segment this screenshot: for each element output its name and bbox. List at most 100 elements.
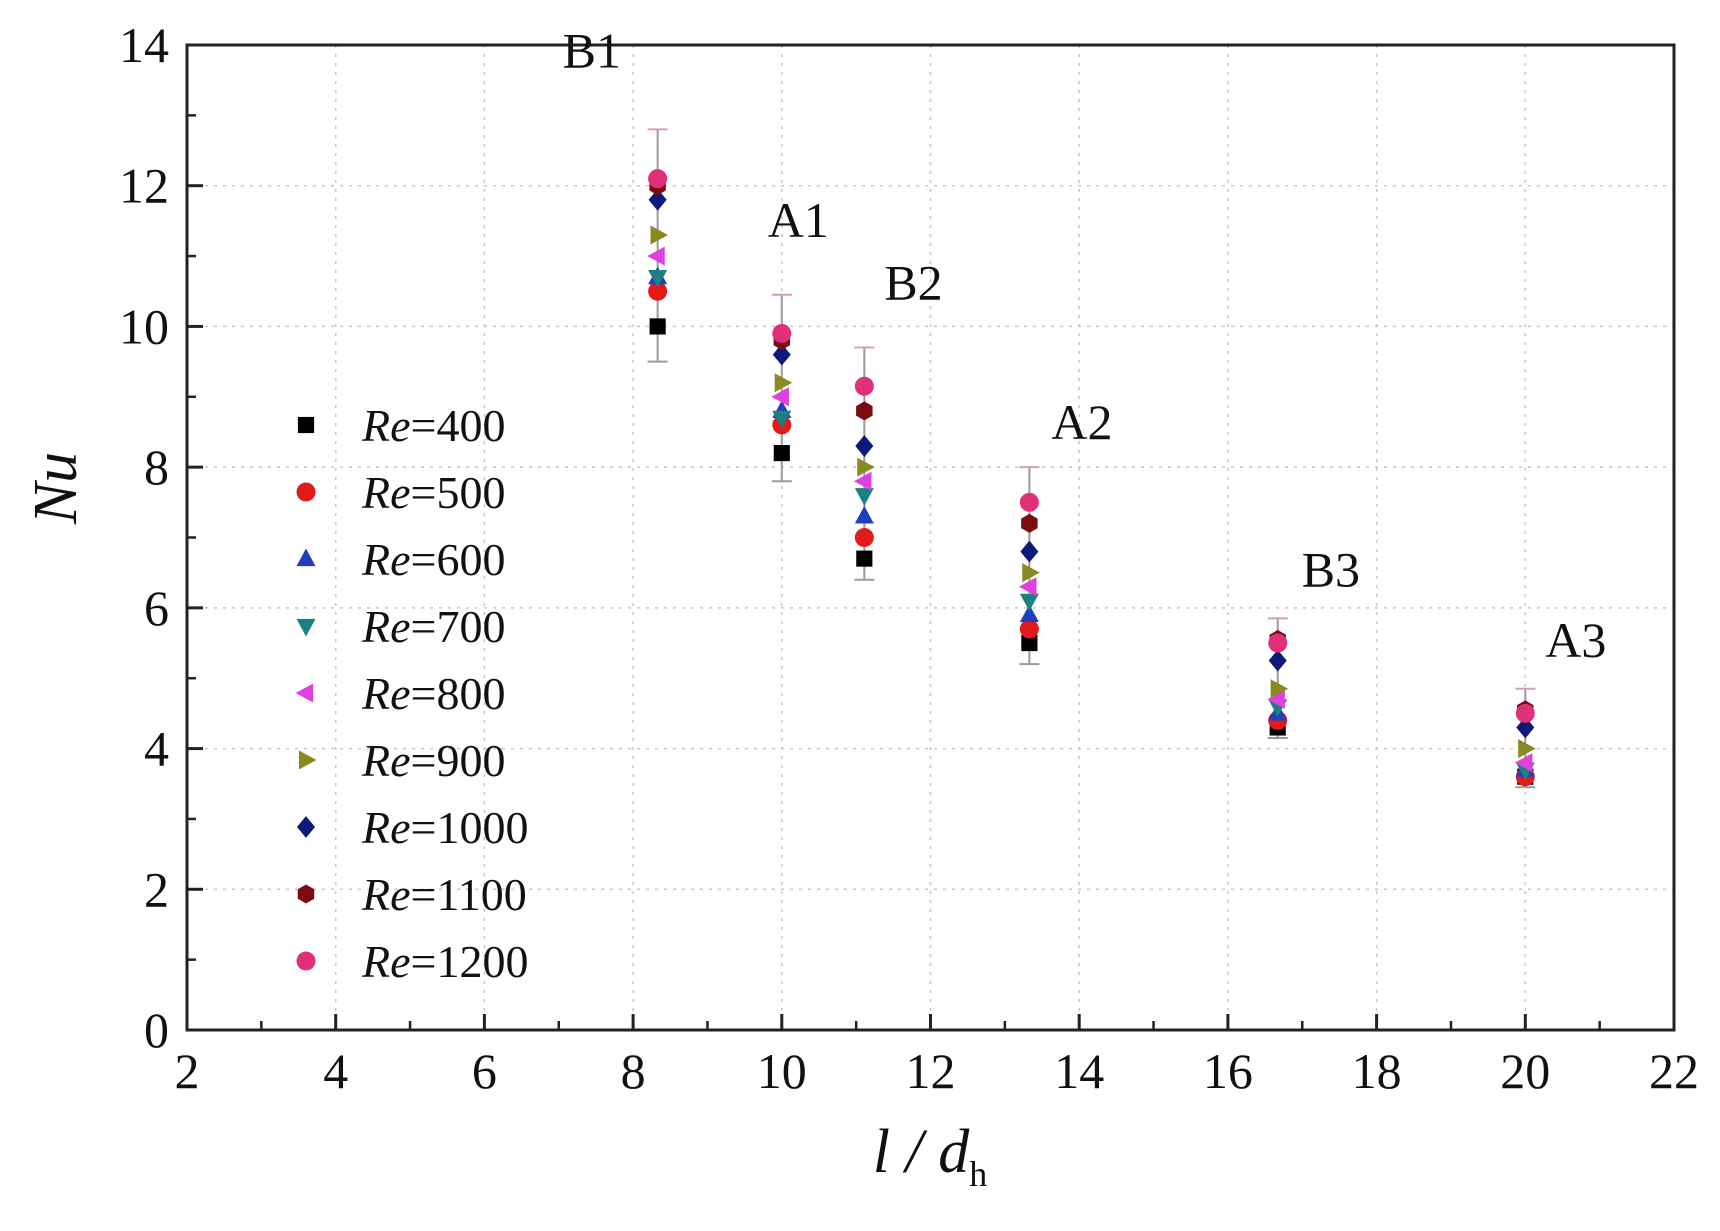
data-point bbox=[1514, 753, 1533, 773]
data-point bbox=[773, 444, 790, 462]
y-tick-label: 8 bbox=[144, 439, 169, 495]
data-point bbox=[772, 343, 791, 366]
data-point bbox=[1022, 563, 1040, 583]
y-tick-label: 14 bbox=[119, 17, 169, 73]
x-tick-label: 18 bbox=[1352, 1043, 1402, 1099]
legend-label: Re=700 bbox=[361, 601, 505, 652]
legend: Re=400Re=500Re=600Re=700Re=800Re=900Re=1… bbox=[295, 400, 528, 987]
annotations: B1 A1 B2 A2 B3 A3 bbox=[563, 22, 1607, 667]
legend-item: Re=1100 bbox=[297, 869, 527, 920]
data-point bbox=[1267, 689, 1285, 709]
x-tick-label: 20 bbox=[1500, 1043, 1550, 1099]
grid bbox=[187, 45, 1674, 1030]
data-point bbox=[648, 169, 668, 189]
data-point bbox=[1019, 619, 1039, 639]
y-tick-label: 6 bbox=[144, 580, 169, 636]
x-tick-label: 22 bbox=[1649, 1043, 1699, 1099]
legend-item: Re=400 bbox=[297, 400, 505, 451]
data-point bbox=[772, 323, 792, 343]
data-point bbox=[649, 318, 666, 335]
legend-marker bbox=[297, 416, 315, 434]
legend-label: Re=400 bbox=[361, 400, 505, 451]
data-point bbox=[1268, 633, 1288, 653]
legend-label-prefix: Re bbox=[361, 601, 411, 652]
data-point bbox=[1515, 703, 1535, 723]
legend-label-prefix: Re bbox=[361, 534, 411, 585]
legend-marker bbox=[296, 816, 316, 838]
point-annotation: A2 bbox=[1051, 394, 1112, 450]
x-tick-label: 2 bbox=[175, 1043, 200, 1099]
data-point bbox=[648, 281, 668, 301]
legend-item: Re=500 bbox=[296, 467, 505, 518]
data-point bbox=[1518, 739, 1536, 759]
legend-item: Re=700 bbox=[296, 601, 505, 652]
data-point bbox=[856, 401, 873, 421]
legend-label: Re=1000 bbox=[361, 802, 528, 853]
x-tick-label: 8 bbox=[621, 1043, 646, 1099]
legend-label-prefix: Re bbox=[361, 869, 411, 920]
data-point bbox=[1019, 604, 1039, 623]
legend-marker bbox=[295, 683, 314, 703]
data-point bbox=[774, 373, 793, 393]
legend-marker bbox=[296, 618, 316, 637]
x-tick-label: 10 bbox=[757, 1043, 807, 1099]
data-point bbox=[857, 457, 875, 477]
data-point bbox=[1270, 679, 1289, 699]
data-point bbox=[854, 528, 874, 547]
legend-marker bbox=[296, 951, 316, 971]
legend-label-value: =900 bbox=[411, 735, 506, 786]
legend-label-prefix: Re bbox=[361, 802, 411, 853]
data-point bbox=[650, 225, 669, 245]
legend-label-value: =700 bbox=[411, 601, 506, 652]
data-point bbox=[771, 387, 789, 407]
legend-label: Re=500 bbox=[361, 467, 505, 518]
legend-label-value: =500 bbox=[411, 467, 506, 518]
x-axis-label-sub: h bbox=[969, 1154, 987, 1194]
legend-item: Re=800 bbox=[295, 668, 505, 719]
x-axis-label: l / dh bbox=[873, 1118, 987, 1194]
point-annotation: B1 bbox=[563, 22, 621, 78]
data-point bbox=[1020, 540, 1039, 563]
data-point bbox=[1516, 716, 1535, 739]
x-tick-label: 12 bbox=[906, 1043, 956, 1099]
data-point bbox=[648, 270, 668, 288]
data-point bbox=[772, 410, 792, 429]
legend-label-value: =800 bbox=[411, 668, 506, 719]
legend-item: Re=1000 bbox=[296, 802, 528, 853]
data-point bbox=[1021, 634, 1038, 652]
legend-label: Re=900 bbox=[361, 735, 505, 786]
data-point bbox=[854, 505, 874, 524]
x-tick-label: 6 bbox=[472, 1043, 497, 1099]
data-point bbox=[1019, 593, 1039, 612]
legend-marker bbox=[296, 482, 316, 502]
legend-item: Re=600 bbox=[296, 534, 505, 585]
data-point bbox=[854, 488, 874, 506]
legend-label-value: =400 bbox=[411, 400, 506, 451]
y-tick-label: 0 bbox=[144, 1002, 169, 1058]
legend-marker bbox=[296, 548, 316, 567]
data-point bbox=[856, 550, 873, 567]
x-tick-label: 14 bbox=[1054, 1043, 1104, 1099]
data-point bbox=[1268, 649, 1287, 672]
y-tick-label: 2 bbox=[144, 861, 169, 917]
x-axis-label-main: l / d bbox=[873, 1118, 970, 1186]
data-point bbox=[854, 376, 874, 396]
legend-label: Re=600 bbox=[361, 534, 505, 585]
legend-label-prefix: Re bbox=[361, 668, 411, 719]
legend-marker bbox=[297, 884, 315, 904]
legend-label: Re=800 bbox=[361, 668, 505, 719]
data-point bbox=[648, 188, 667, 211]
data-point bbox=[647, 246, 665, 266]
legend-label-prefix: Re bbox=[361, 936, 411, 987]
y-tick-label: 4 bbox=[144, 721, 169, 777]
data-point bbox=[1021, 513, 1038, 533]
legend-label-prefix: Re bbox=[361, 735, 411, 786]
x-tick-label: 4 bbox=[323, 1043, 348, 1099]
legend-label-prefix: Re bbox=[361, 400, 411, 451]
legend-marker bbox=[298, 750, 317, 770]
legend-label: Re=1100 bbox=[361, 869, 527, 920]
legend-label-value: =1000 bbox=[411, 802, 529, 853]
data-point bbox=[1019, 492, 1039, 512]
